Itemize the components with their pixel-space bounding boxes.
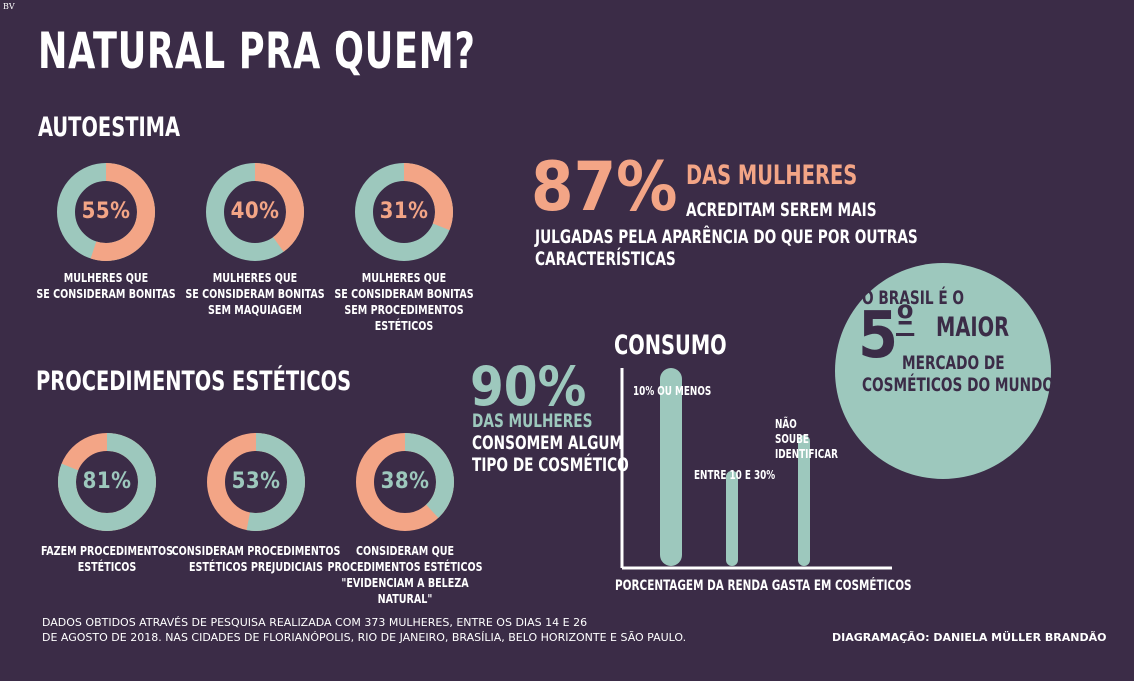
bar-label-2: ENTRE 10 E 30% <box>694 468 776 482</box>
consumo-title: CONSUMO <box>614 330 727 361</box>
donut-procedimentos-1: 81% <box>57 432 157 532</box>
stat-90-highlight: DAS MULHERES <box>472 410 593 432</box>
stat-87-line3: CARACTERÍSTICAS <box>535 248 676 270</box>
donut-caption: CONSIDERAM QUE PROCEDIMENTOS ESTÉTICOS "EV… <box>327 543 483 606</box>
donut-caption: FAZEM PROCEDIMENTOS ESTÉTICOS <box>40 543 174 574</box>
donut-value: 40% <box>230 199 280 224</box>
brasil-line1: O BRASIL É O <box>862 287 965 309</box>
consumo-xlabel: PORCENTAGEM DA RENDA GASTA EM COSMÉTICOS <box>615 578 912 594</box>
stat-90-line1: CONSOMEM ALGUM <box>472 432 624 454</box>
donut-slice <box>207 433 305 531</box>
bar-3 <box>798 435 810 566</box>
stat-90-line2: TIPO DE COSMÉTICO <box>472 454 629 476</box>
donut-caption: CONSIDERAM PROCEDIMENTOS ESTÉTICOS PREJUD… <box>171 543 341 574</box>
stat-87-highlight: DAS MULHERES <box>686 160 858 191</box>
donut-slice <box>356 433 454 531</box>
brasil-line2: MERCADO DE <box>902 352 1005 374</box>
stat-87-number: 87% <box>531 148 678 227</box>
donut-caption: MULHERES QUE SE CONSIDERAM BONITAS <box>36 270 176 301</box>
section-autoestima: AUTOESTIMA <box>38 112 181 143</box>
donut-value: 38% <box>380 469 430 494</box>
donut-slice <box>355 163 453 261</box>
donut-caption: MULHERES QUE SE CONSIDERAM BONITAS SEM PRO… <box>334 270 474 333</box>
donut-autoestima-1: 55% <box>56 162 156 262</box>
section-procedimentos: PROCEDIMENTOS ESTÉTICOS <box>36 366 352 397</box>
brasil-rank: 5 <box>858 299 899 373</box>
brasil-maior: MAIOR <box>936 312 1010 343</box>
donut-procedimentos-3: 38% <box>355 432 455 532</box>
bar-2 <box>726 470 738 566</box>
footer-line2: DE AGOSTO DE 2018. NAS CIDADES DE FLORIA… <box>42 631 687 644</box>
donut-procedimentos-2: 53% <box>206 432 306 532</box>
stat-87-line1: ACREDITAM SEREM MAIS <box>686 199 877 221</box>
donut-caption: MULHERES QUE SE CONSIDERAM BONITAS SEM MAQ… <box>185 270 325 317</box>
brasil-ordinal: º <box>896 299 915 340</box>
footer-credit: DIAGRAMAÇÃO: DANIELA MÜLLER BRANDÃO <box>832 631 1107 644</box>
consumo-bar-chart <box>620 368 892 570</box>
donut-value: 53% <box>231 469 281 494</box>
footer-line1: DADOS OBTIDOS ATRAVÉS DE PESQUISA REALIZ… <box>42 616 588 629</box>
bar-1 <box>660 368 682 566</box>
stat-87-line2: JULGADAS PELA APARÊNCIA DO QUE POR OUTRA… <box>535 226 918 248</box>
donut-slice <box>206 163 304 261</box>
corner-mark: BV <box>3 2 15 11</box>
bar-label-1: 10% OU MENOS <box>633 384 712 398</box>
brasil-line3: COSMÉTICOS DO MUNDO <box>862 374 1055 396</box>
donut-autoestima-3: 31% <box>354 162 454 262</box>
stat-90-number: 90% <box>470 355 587 418</box>
donut-value: 81% <box>82 469 132 494</box>
donut-slice <box>57 163 155 261</box>
bar-label-3: NÃO SOUBE IDENTIFICAR <box>775 417 838 461</box>
page-title: NATURAL PRA QUEM? <box>38 22 476 80</box>
donut-value: 55% <box>81 199 131 224</box>
donut-autoestima-2: 40% <box>205 162 305 262</box>
brasil-circle <box>835 263 1051 479</box>
donut-value: 31% <box>379 199 429 224</box>
donut-slice <box>58 433 156 531</box>
